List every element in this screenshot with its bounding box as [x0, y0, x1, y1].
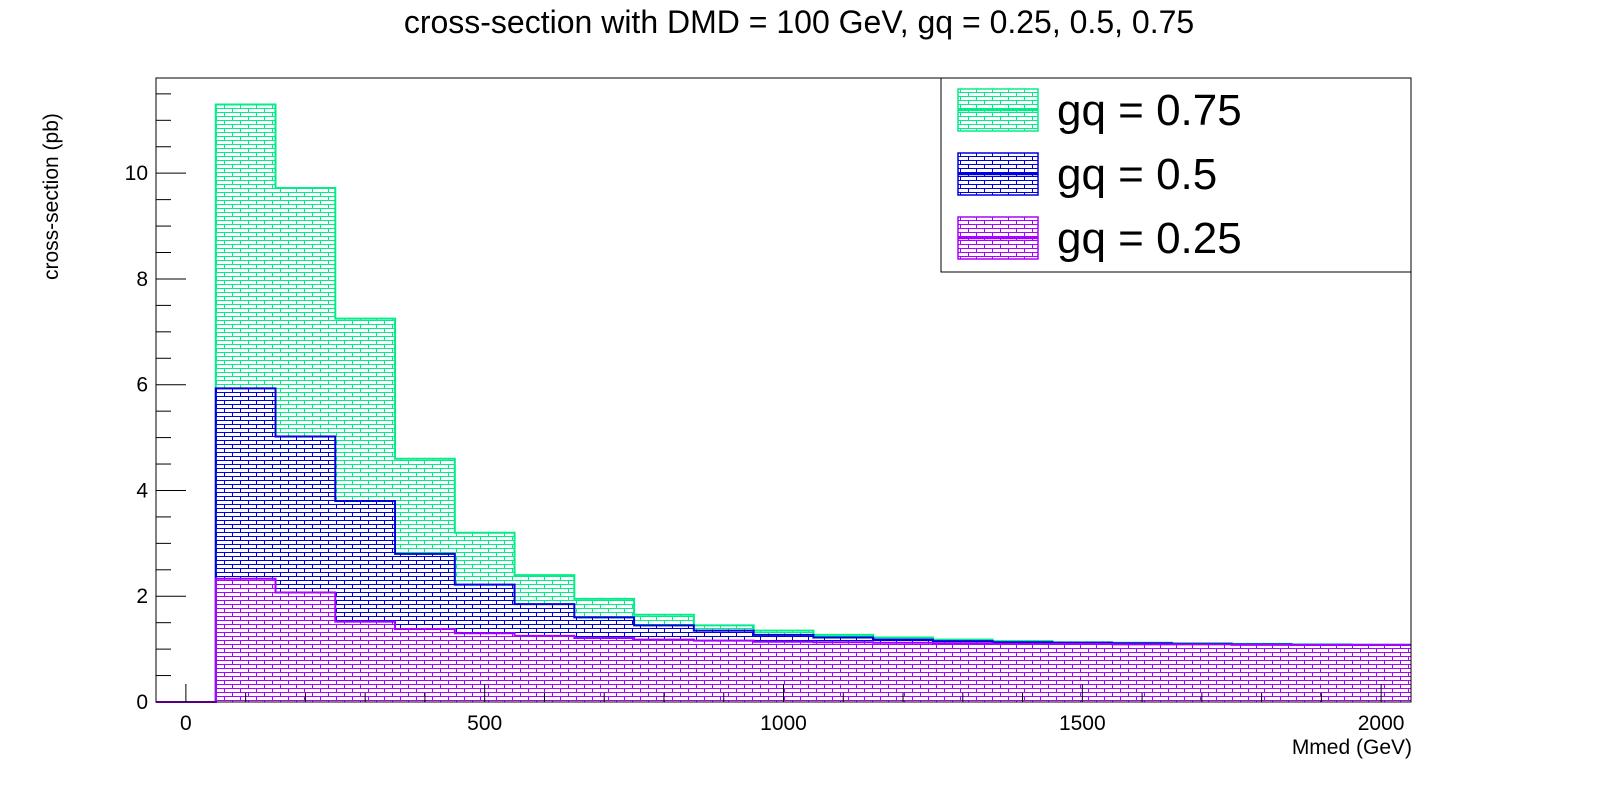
- legend-entry: gq = 0.5: [957, 150, 1217, 199]
- y-tick-label: 8: [136, 268, 148, 291]
- y-tick-label: 2: [136, 585, 148, 608]
- legend-label: gq = 0.25: [1057, 214, 1242, 263]
- series-outline: [156, 577, 1411, 703]
- histogram-bar: [693, 640, 754, 702]
- legend-label: gq = 0.5: [1057, 150, 1217, 199]
- histogram-bar: [813, 642, 874, 702]
- histogram-bar: [992, 643, 1053, 702]
- x-tick-label: 2000: [1358, 712, 1405, 735]
- histogram-bar: [932, 643, 993, 702]
- legend-label: gq = 0.75: [1057, 86, 1242, 135]
- y-tick-label: 10: [125, 162, 148, 185]
- histogram-bar: [1291, 644, 1352, 702]
- x-axis-label: Mmed (GeV): [1291, 736, 1412, 759]
- legend-entry: gq = 0.25: [957, 214, 1242, 263]
- histogram-bar: [1231, 644, 1292, 702]
- histogram-bar: [574, 638, 635, 702]
- x-tick-label: 1500: [1059, 712, 1106, 735]
- histogram-bar: [1171, 644, 1232, 702]
- histogram-bar: [215, 578, 276, 702]
- x-tick-label: 1000: [760, 712, 807, 735]
- histogram-bar: [1112, 644, 1172, 702]
- histogram-bar: [634, 639, 694, 702]
- y-tick-label: 0: [136, 691, 148, 714]
- x-tick-label: 0: [180, 712, 192, 735]
- chart-title: cross-section with DMD = 100 GeV, gq = 0…: [403, 4, 1195, 40]
- histogram-bar: [395, 629, 455, 702]
- x-tick-label: 500: [467, 712, 502, 735]
- y-tick-label: 4: [136, 479, 148, 502]
- series-3: [156, 577, 1411, 703]
- histogram-bar: [873, 642, 933, 702]
- histogram-bar: [335, 621, 396, 702]
- legend-entry: gq = 0.75: [957, 86, 1242, 135]
- histogram-bar: [514, 635, 575, 702]
- histogram-bar: [275, 592, 336, 702]
- y-tick-label: 6: [136, 374, 148, 397]
